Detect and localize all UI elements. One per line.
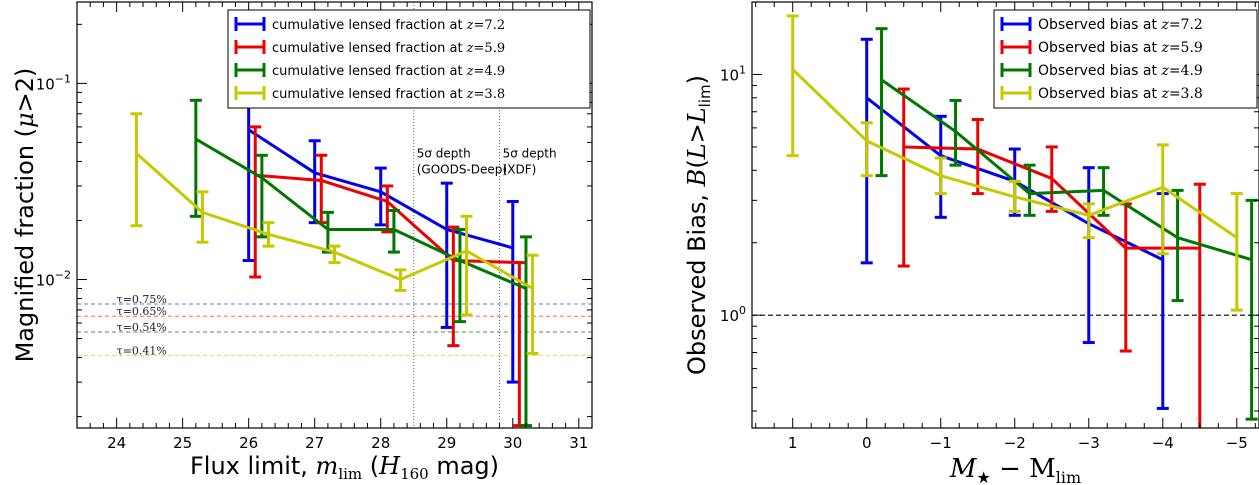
axes-frame <box>751 1 1259 429</box>
series-2 <box>189 98 532 428</box>
tau-label: τ=0.54% <box>117 321 167 334</box>
series-line <box>195 137 527 290</box>
tau-label: τ=0.41% <box>117 344 167 357</box>
x-axis-title: M★ − Mlim <box>949 454 1081 485</box>
x-tick-label: −5 <box>1226 434 1248 452</box>
series-line <box>247 128 514 250</box>
series-2 <box>875 27 1258 421</box>
legend-box <box>993 9 1258 109</box>
x-tick-label: −2 <box>1004 434 1026 452</box>
x-tick-label: 31 <box>569 434 588 452</box>
legend-label-1: cumulative lensed fraction at z=5.9 <box>272 41 505 56</box>
series-3 <box>786 14 1243 312</box>
tau-label: τ=0.75% <box>117 293 167 306</box>
y-tick-label: 100 <box>720 304 746 325</box>
axes-frame <box>76 1 593 429</box>
y-tick-label: 10−1 <box>36 72 71 93</box>
right-panel-observed-bias: 1 0 −1 −2 −3 −4 −5 100 101 M★ − Mlim Observed Bias… <box>683 1 1259 485</box>
legend-label-3: cumulative lensed fraction at z=3.8 <box>272 87 505 102</box>
x-tick-label: 26 <box>239 434 258 452</box>
legend-label-0: cumulative lensed fraction at z=7.2 <box>272 18 505 33</box>
legend-label-2: cumulative lensed fraction at z=4.9 <box>272 64 505 79</box>
depth-label: (XDF) <box>503 162 537 176</box>
tau-label: τ=0.65% <box>117 305 167 318</box>
x-tick-label: 29 <box>437 434 456 452</box>
depth-label: 5σ depth <box>417 146 471 160</box>
plot-area <box>752 14 1259 428</box>
series-line <box>880 78 1253 262</box>
x-tick-label: 30 <box>503 434 522 452</box>
x-tick-label: 0 <box>862 434 872 452</box>
x-tick-label: 24 <box>107 434 126 452</box>
x-tick-label: 28 <box>371 434 390 452</box>
legend-label-2: Observed bias at z=4.9 <box>1038 63 1203 79</box>
depth-label: (GOODS-Deep) <box>417 162 507 176</box>
y-axis-title: Magnified fraction (μ>2) <box>11 68 39 363</box>
x-tick-label: 27 <box>305 434 324 452</box>
series-line <box>791 68 1238 239</box>
legend-label-1: Observed bias at z=5.9 <box>1038 40 1203 56</box>
x-tick-label: 1 <box>788 434 798 452</box>
y-tick-label: 10−2 <box>36 269 71 290</box>
series-line <box>255 173 520 265</box>
left-panel-magnified-fraction: 24 25 26 27 28 29 30 31 10−2 10−1 τ=0.75%τ=0.65% τ=… <box>11 1 593 483</box>
legend-label-3: Observed bias at z=3.8 <box>1038 86 1203 102</box>
legend-label-0: Observed bias at z=7.2 <box>1038 17 1203 33</box>
ticks <box>752 1 1259 428</box>
series-3 <box>130 112 539 355</box>
x-tick-label: −4 <box>1152 434 1174 452</box>
depth-label: 5σ depth <box>503 146 557 160</box>
x-axis-title: Flux limit, mlim (H160 mag) <box>190 452 499 483</box>
ticks <box>76 2 593 428</box>
x-tick-label: −1 <box>930 434 952 452</box>
x-tick-label: 25 <box>173 434 192 452</box>
x-tick-label: −3 <box>1078 434 1100 452</box>
series-line <box>903 145 1200 250</box>
series-1 <box>897 87 1206 428</box>
legend: Observed bias at z=7.2 Observed bias at z… <box>993 9 1258 109</box>
y-axis-title: Observed Bias, B(L>Llim) <box>683 75 714 375</box>
legend-box <box>227 9 591 109</box>
plot-area <box>77 2 592 428</box>
y-tick-label: 101 <box>720 63 746 84</box>
series-line <box>135 152 534 290</box>
legend: cumulative lensed fraction at z=7.2 cumul… <box>227 9 591 109</box>
